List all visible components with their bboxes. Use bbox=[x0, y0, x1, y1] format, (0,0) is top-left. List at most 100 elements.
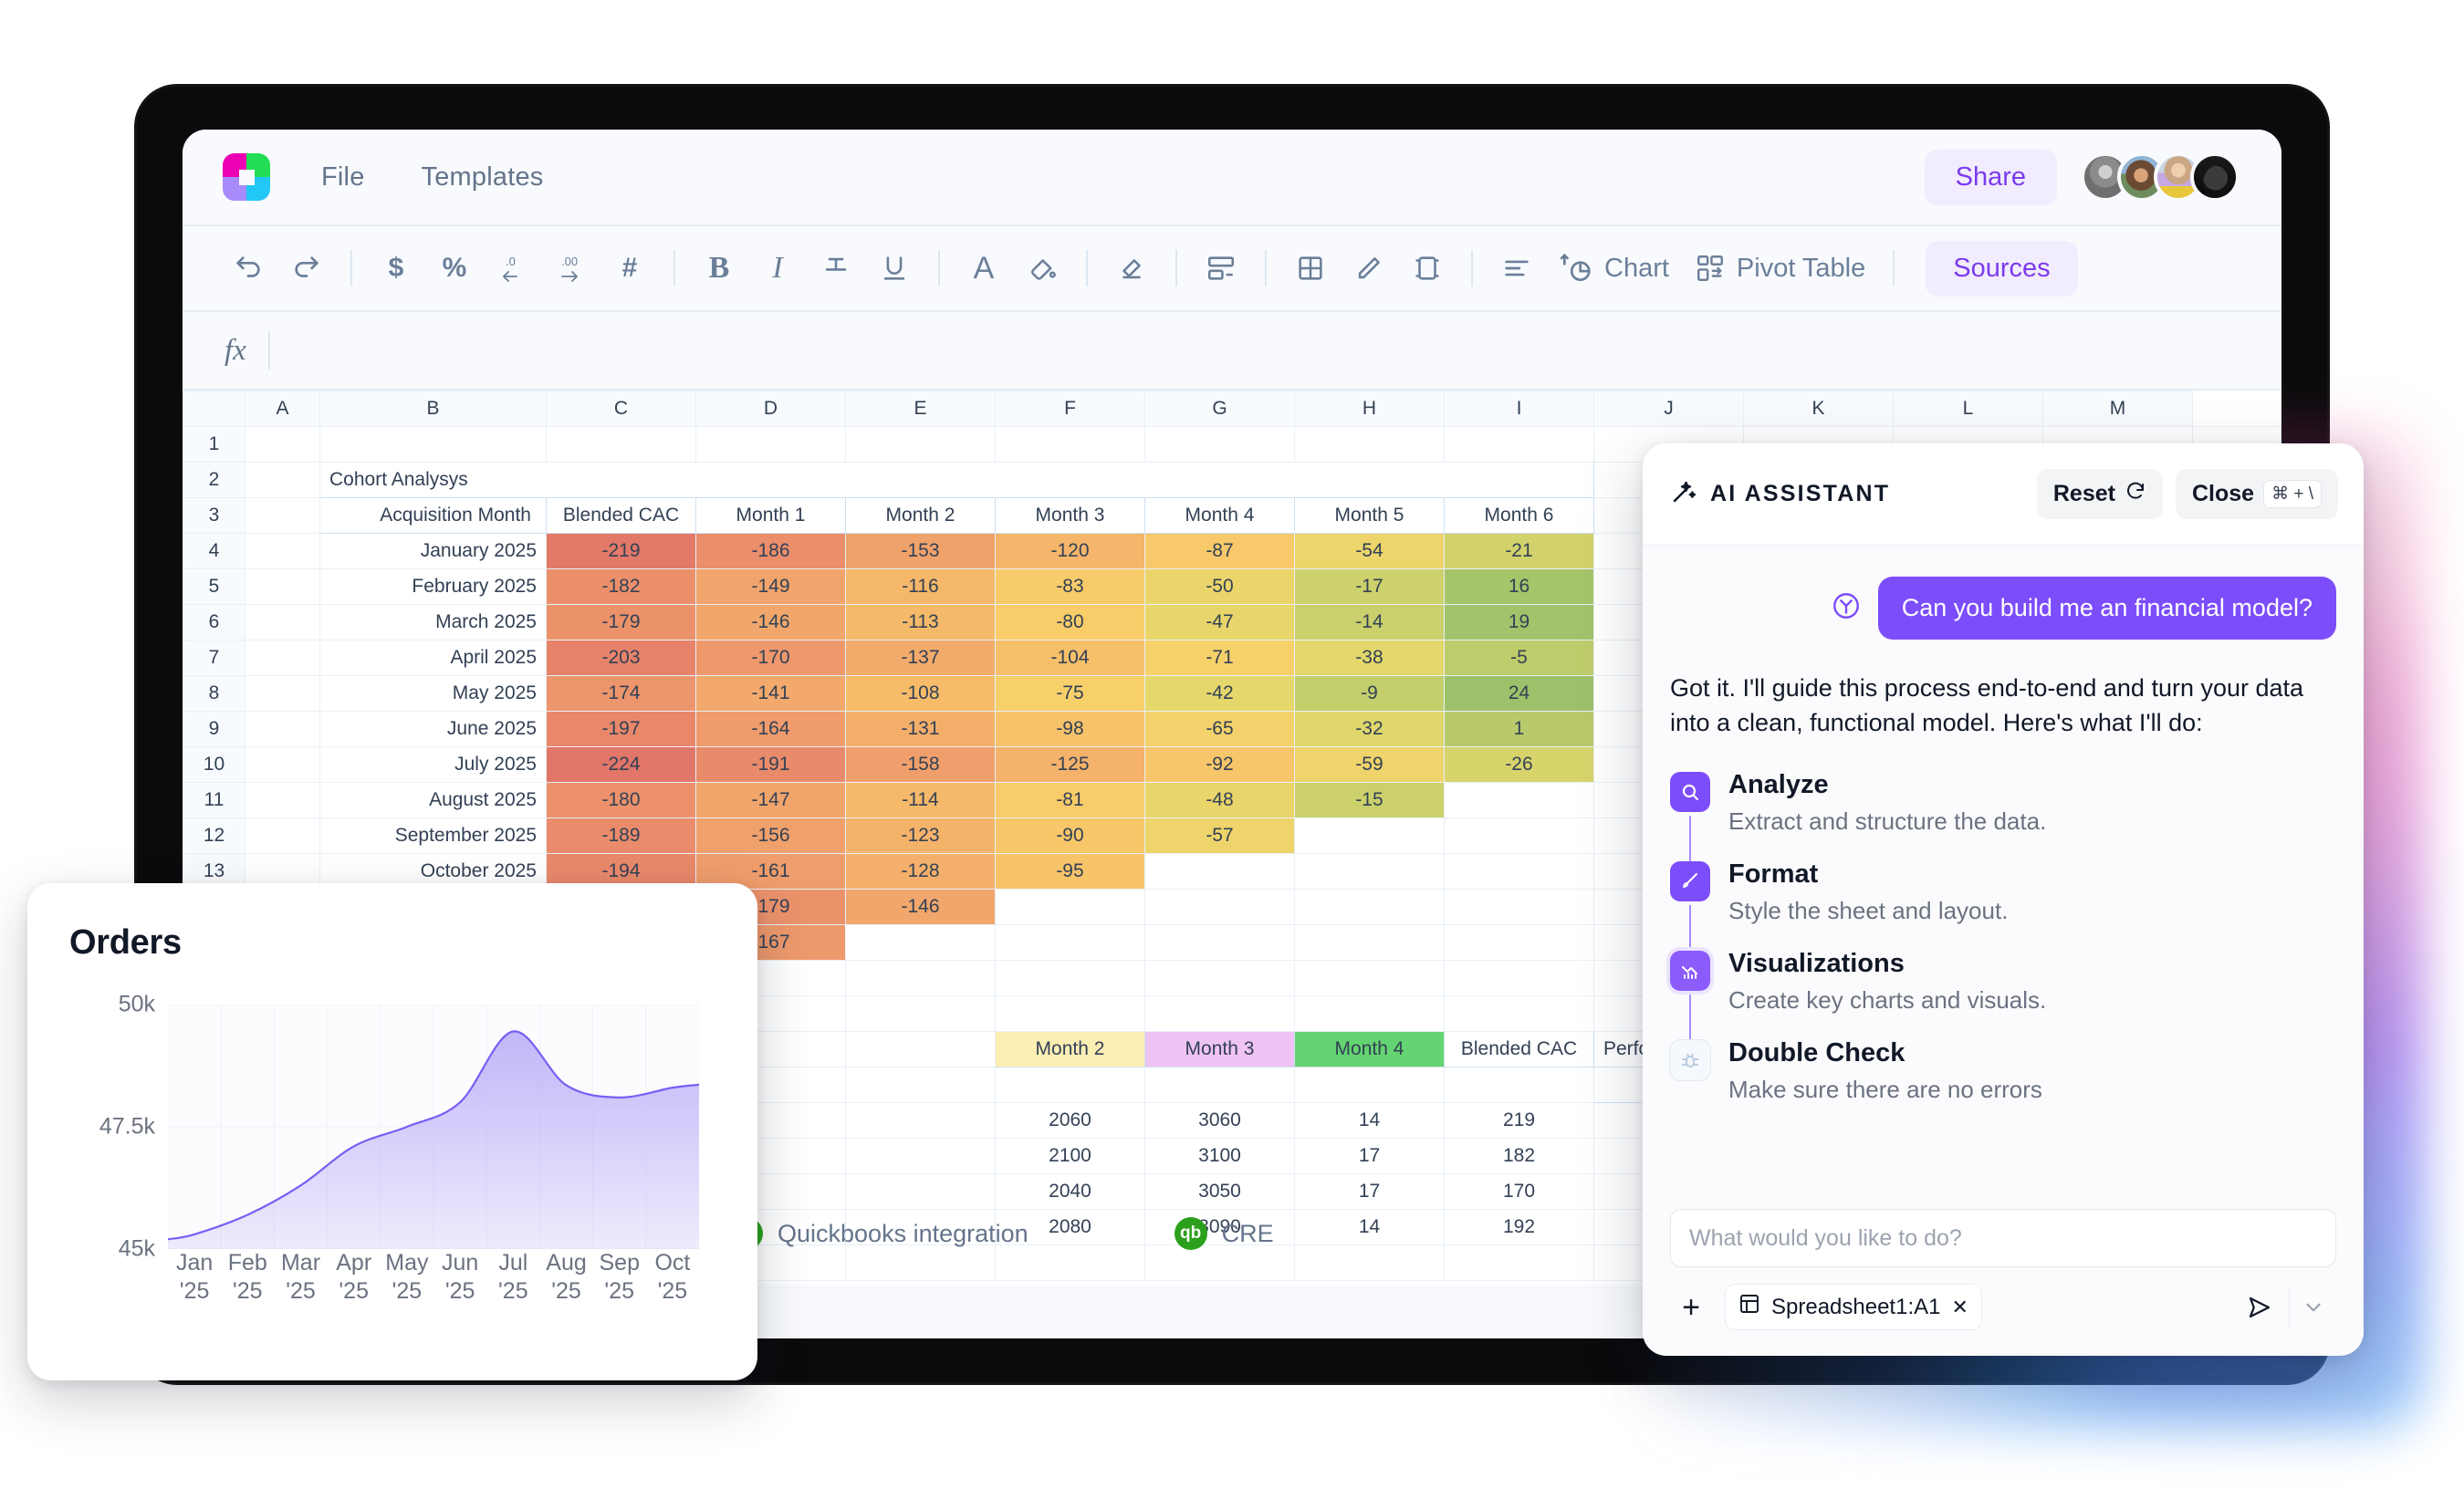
cohort-value[interactable]: -146 bbox=[695, 604, 846, 640]
row-header[interactable]: 6 bbox=[183, 604, 245, 640]
pencil-icon[interactable] bbox=[1340, 239, 1398, 297]
share-button[interactable]: Share bbox=[1924, 149, 2057, 205]
cohort-value[interactable]: -54 bbox=[1294, 533, 1445, 569]
cohort-value[interactable]: -164 bbox=[695, 711, 846, 747]
sheet-cell[interactable] bbox=[1294, 853, 1445, 890]
cohort-value[interactable]: -113 bbox=[845, 604, 996, 640]
column-header-B[interactable]: B bbox=[319, 390, 547, 427]
sheet-cell[interactable] bbox=[995, 924, 1145, 961]
cohort-value[interactable]: -141 bbox=[695, 675, 846, 712]
cohort-header-0[interactable]: Acquisition Month bbox=[319, 497, 547, 534]
cohort-value[interactable]: -14 bbox=[1294, 604, 1445, 640]
cohort-value[interactable]: -156 bbox=[695, 817, 846, 854]
row-header[interactable]: 5 bbox=[183, 568, 245, 605]
cohort-month-label[interactable]: July 2025 bbox=[319, 746, 547, 783]
lower-table-cell[interactable]: 3060 bbox=[1144, 1102, 1295, 1139]
sheet-cell[interactable] bbox=[1444, 817, 1594, 854]
sheet-cell[interactable] bbox=[845, 995, 996, 1032]
sheet-cell[interactable] bbox=[1444, 853, 1594, 890]
cohort-value[interactable]: -15 bbox=[1294, 782, 1445, 818]
context-chip[interactable]: Spreadsheet1:A1 ✕ bbox=[1725, 1284, 1982, 1330]
cohort-value[interactable]: -95 bbox=[995, 853, 1145, 890]
sheet-cell[interactable] bbox=[1144, 1067, 1295, 1103]
column-header-M[interactable]: M bbox=[2042, 390, 2193, 427]
sheet-cell[interactable] bbox=[995, 995, 1145, 1032]
avatar[interactable] bbox=[2154, 152, 2203, 202]
cohort-value[interactable]: -87 bbox=[1144, 533, 1295, 569]
sheet-cell[interactable] bbox=[1144, 960, 1295, 996]
lower-table-cell[interactable]: 2100 bbox=[995, 1138, 1145, 1174]
sheet-cell[interactable] bbox=[245, 675, 320, 712]
sheet-cell[interactable] bbox=[1144, 924, 1295, 961]
cohort-value[interactable]: -186 bbox=[695, 533, 846, 569]
column-header-J[interactable]: J bbox=[1593, 390, 1744, 427]
column-header-E[interactable]: E bbox=[845, 390, 996, 427]
cohort-value[interactable]: -153 bbox=[845, 533, 996, 569]
sheet-cell[interactable] bbox=[1444, 1244, 1594, 1281]
sheet-cell[interactable] bbox=[1444, 1067, 1594, 1103]
undo-icon[interactable] bbox=[219, 239, 277, 297]
sheet-cell[interactable] bbox=[245, 462, 320, 498]
column-header-G[interactable]: G bbox=[1144, 390, 1295, 427]
cohort-value[interactable]: -189 bbox=[546, 817, 696, 854]
column-header-D[interactable]: D bbox=[695, 390, 846, 427]
cohort-value[interactable]: -116 bbox=[845, 568, 996, 605]
lower-table-cell[interactable]: 170 bbox=[1444, 1173, 1594, 1210]
lower-table-cell[interactable]: 14 bbox=[1294, 1209, 1445, 1245]
reset-button[interactable]: Reset bbox=[2036, 469, 2163, 519]
cohort-month-label[interactable]: March 2025 bbox=[319, 604, 547, 640]
lower-table-cell[interactable]: 192 bbox=[1444, 1209, 1594, 1245]
cohort-value[interactable]: -146 bbox=[845, 889, 996, 925]
cohort-value[interactable]: -9 bbox=[1294, 675, 1445, 712]
cohort-value[interactable]: -191 bbox=[695, 746, 846, 783]
sheet-cell[interactable] bbox=[245, 711, 320, 747]
close-button[interactable]: Close ⌘ + \ bbox=[2175, 469, 2338, 519]
cohort-value[interactable]: -17 bbox=[1294, 568, 1445, 605]
lower-table-cell[interactable]: 182 bbox=[1444, 1138, 1594, 1174]
sheet-cell[interactable] bbox=[1294, 426, 1445, 463]
sheet-cell[interactable] bbox=[1144, 426, 1295, 463]
cohort-header-2[interactable]: Month 1 bbox=[695, 497, 846, 534]
cohort-value[interactable]: -170 bbox=[695, 640, 846, 676]
fill-color-icon[interactable] bbox=[1013, 239, 1071, 297]
sheet-cell[interactable] bbox=[995, 1244, 1145, 1281]
sheet-cell[interactable] bbox=[1144, 853, 1295, 890]
cohort-month-label[interactable]: June 2025 bbox=[319, 711, 547, 747]
sheet-cell[interactable] bbox=[1294, 1067, 1445, 1103]
lower-table-header-3[interactable]: Blended CAC bbox=[1444, 1031, 1594, 1067]
chevron-down-icon[interactable] bbox=[2289, 1286, 2336, 1328]
lower-table-cell[interactable]: 2040 bbox=[995, 1173, 1145, 1210]
sheet-cell[interactable] bbox=[1294, 924, 1445, 961]
sheet-cell[interactable] bbox=[845, 1138, 996, 1174]
sheet-cell[interactable] bbox=[1444, 782, 1594, 818]
sheet-cell[interactable] bbox=[319, 426, 547, 463]
sheet-cell[interactable] bbox=[1144, 889, 1295, 925]
merge-cells-icon[interactable] bbox=[1192, 239, 1250, 297]
cohort-value[interactable]: -128 bbox=[845, 853, 996, 890]
lower-table-cell[interactable]: 3050 bbox=[1144, 1173, 1295, 1210]
cohort-value[interactable]: -180 bbox=[546, 782, 696, 818]
cohort-value[interactable]: -98 bbox=[995, 711, 1145, 747]
cohort-value[interactable]: -182 bbox=[546, 568, 696, 605]
currency-format-icon[interactable]: $ bbox=[388, 253, 404, 283]
sheet-cell[interactable] bbox=[245, 640, 320, 676]
cohort-value[interactable]: -65 bbox=[1144, 711, 1295, 747]
frame-icon[interactable] bbox=[1398, 239, 1456, 297]
remove-context-icon[interactable]: ✕ bbox=[1951, 1295, 1968, 1318]
row-header[interactable]: 2 bbox=[183, 462, 245, 498]
pivot-table-button[interactable]: Pivot Table bbox=[1682, 253, 1878, 284]
column-header-A[interactable]: A bbox=[245, 390, 320, 427]
chart-button[interactable]: Chart bbox=[1546, 251, 1682, 286]
column-header-I[interactable]: I bbox=[1444, 390, 1594, 427]
lower-table-cell[interactable]: 2080 bbox=[995, 1209, 1145, 1245]
sheet-cell[interactable] bbox=[245, 817, 320, 854]
cohort-value[interactable]: -161 bbox=[695, 853, 846, 890]
cohort-value[interactable]: -197 bbox=[546, 711, 696, 747]
row-header[interactable]: 8 bbox=[183, 675, 245, 712]
cohort-month-label[interactable]: September 2025 bbox=[319, 817, 547, 854]
row-header[interactable]: 10 bbox=[183, 746, 245, 783]
cohort-value[interactable]: -114 bbox=[845, 782, 996, 818]
sheet-cell[interactable] bbox=[1444, 426, 1594, 463]
sheet-cell[interactable] bbox=[1144, 995, 1295, 1032]
column-header-F[interactable]: F bbox=[995, 390, 1145, 427]
